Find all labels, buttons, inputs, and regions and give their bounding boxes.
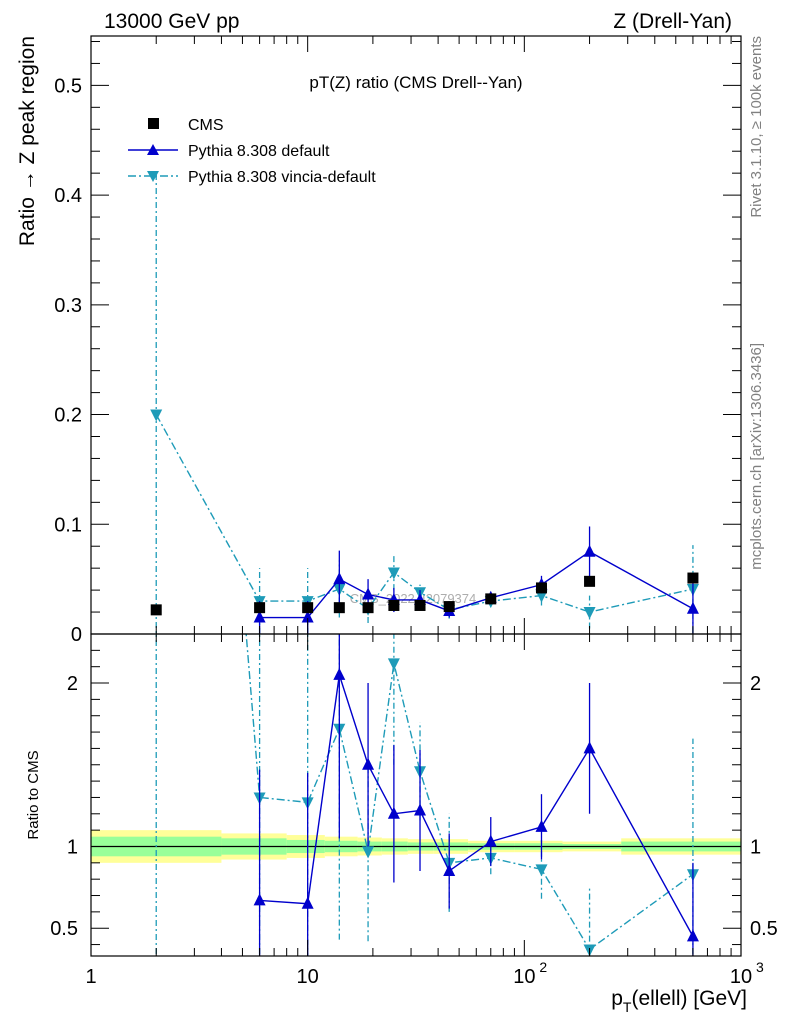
x-label-p: p [611, 987, 623, 1010]
legend: CMS Pythia 8.308 default Pythia 8.308 vi… [128, 117, 376, 186]
ratio-ytick-label: 0.5 [50, 918, 78, 940]
ratio-ytick-label: 1 [67, 836, 78, 858]
main-ytick-label: 0.1 [54, 514, 82, 536]
ratio-pythia-default-point [443, 864, 456, 877]
legend-marker-pythia [147, 144, 159, 155]
ratio-pythia-default-point [253, 893, 266, 906]
cms-point [443, 601, 455, 613]
header-left: 13000 GeV pp [104, 10, 239, 33]
vincia-point [583, 607, 596, 620]
x-tick-label: 10 [297, 966, 319, 988]
legend-label-vincia: Pythia 8.308 vincia-default [188, 169, 376, 186]
ratio-pythia-default-point [484, 834, 497, 847]
cms-point [254, 602, 266, 614]
x-label-sub: T [623, 999, 632, 1015]
rivet-label: Rivet 3.1.10, ≥ 100k events [748, 36, 765, 218]
legend-marker-cms [148, 118, 159, 129]
main-panel: pT(Z) ratio (CMS Drell--Yan) CMS_2022_I2… [54, 36, 741, 646]
ratio-pythia-default-point [387, 806, 400, 819]
x-tick-label: 10 [513, 966, 535, 988]
ratio-ytick-label-right: 1 [750, 836, 761, 858]
x-tick-exponent: 2 [539, 959, 547, 975]
ratio-pythia-default-point [583, 741, 596, 754]
vincia-line [155, 414, 694, 613]
pythia-default-line [259, 550, 694, 619]
ratio-vincia-line [245, 634, 694, 951]
ratio-pythia-default-point [362, 757, 375, 770]
main-ytick-label: 0.3 [54, 295, 82, 317]
x-tick-exponent: 3 [756, 959, 764, 975]
ratio-vincia-point [362, 846, 375, 859]
ratio-pythia-default-line [259, 674, 694, 937]
legend-marker-vincia [147, 171, 159, 182]
mcplots-label: mcplots.cern.ch [arXiv:1306.3436] [748, 343, 765, 570]
x-tick-label: 10 [730, 966, 752, 988]
vincia-point [150, 409, 163, 422]
ratio-pythia-default-point [686, 929, 699, 942]
main-ytick-label: 0.5 [54, 75, 82, 97]
cms-point [302, 602, 314, 614]
pythia-default-point [253, 610, 266, 623]
pythia-default-point [362, 587, 375, 600]
ratio-panel: 0.5 0.51 12 2 1 10 10 2 10 3 [50, 634, 778, 988]
ratio-vincia-point [387, 658, 400, 671]
cms-point [333, 602, 345, 614]
pythia-default-point [333, 572, 346, 585]
header-right: Z (Drell-Yan) [613, 10, 732, 33]
main-ytick-label: 0 [71, 624, 82, 646]
cms-point [362, 602, 374, 614]
x-axis-label: pT(ellell) [GeV] [611, 987, 747, 1015]
ratio-ytick-label-right: 0.5 [750, 918, 778, 940]
legend-label-cms: CMS [188, 117, 224, 134]
cms-point [584, 575, 596, 587]
ratio-ytick-label-right: 2 [750, 673, 761, 695]
main-ytick-label: 0.2 [54, 405, 82, 427]
ratio-frame [90, 633, 742, 957]
main-ytick-label: 0.4 [54, 185, 82, 207]
ratio-ytick-label: 2 [67, 673, 78, 695]
ratio-pythia-default-point [333, 667, 346, 680]
ratio-ylabel: Ratio to CMS [25, 750, 42, 839]
cms-point [414, 599, 426, 611]
x-label-rest: (ellell) [GeV] [631, 987, 747, 1010]
ratio-pythia-default-point [301, 896, 314, 909]
ratio-pythia-default-point [535, 819, 548, 832]
x-tick-label: 1 [85, 966, 96, 988]
legend-label-pythia: Pythia 8.308 default [188, 143, 330, 160]
pythia-default-point [301, 610, 314, 623]
vincia-point [535, 590, 548, 603]
main-ylabel: Ratio → Z peak region [16, 36, 39, 246]
cms-point [485, 593, 497, 605]
ratio-vincia-point [535, 864, 548, 877]
ratio-pythia-default-point [414, 803, 427, 816]
main-title: pT(Z) ratio (CMS Drell--Yan) [309, 73, 522, 92]
cms-point [388, 599, 400, 611]
vincia-point [387, 567, 400, 580]
cms-point [535, 582, 547, 594]
pythia-default-point [686, 601, 699, 614]
cms-point [150, 604, 162, 616]
cms-point [687, 572, 699, 584]
pythia-default-point [583, 544, 596, 557]
